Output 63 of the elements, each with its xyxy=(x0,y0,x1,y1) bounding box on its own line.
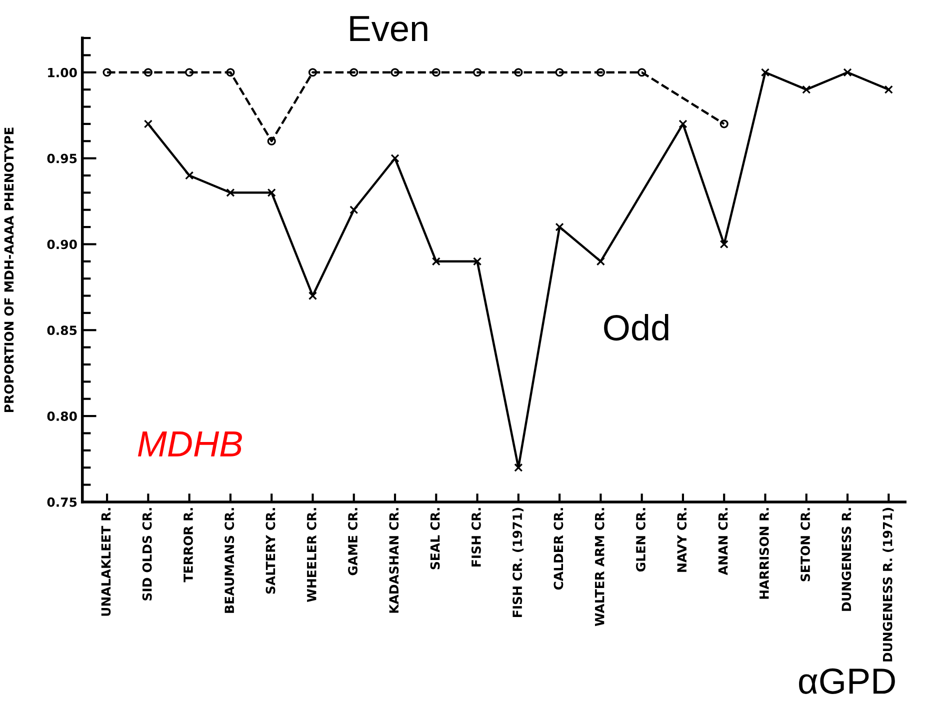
x-tick-label: SETON CR. xyxy=(800,508,810,582)
point xyxy=(555,68,564,77)
y-tick-label: 1.00 xyxy=(48,68,77,78)
x-tick-label: UNALAKLEET R. xyxy=(101,508,111,616)
x-tick-label: TERROR R. xyxy=(183,508,193,582)
point xyxy=(185,171,194,180)
y-tick-label: 0.80 xyxy=(47,412,77,421)
point xyxy=(678,120,688,128)
point xyxy=(308,291,318,300)
x-tick-label: SID OLDS CR. xyxy=(142,508,152,600)
x-tick-label: SALTERY CR. xyxy=(266,508,276,594)
x-tick-label: HARRISON R. xyxy=(759,508,769,599)
x-tick-label: ANAN CR. xyxy=(718,508,728,576)
y-axis-title: PROPORTION OF MDH-AAAA PHENOTYPE xyxy=(4,128,14,412)
point xyxy=(555,222,564,232)
x-tick-label: BEAUMANS CR. xyxy=(224,508,234,613)
y-tick-label: 0.90 xyxy=(47,240,77,250)
point xyxy=(432,257,440,266)
x-tick-label: GLEN CR. xyxy=(636,508,646,572)
point xyxy=(102,68,112,77)
point xyxy=(720,120,728,128)
point xyxy=(226,68,235,77)
x-tick-label: SEAL CR. xyxy=(430,508,440,570)
point xyxy=(514,68,523,77)
point xyxy=(144,120,152,128)
point xyxy=(226,188,235,197)
point xyxy=(514,463,523,472)
x-tick-label: FISH CR. xyxy=(471,508,481,566)
point xyxy=(390,154,400,163)
x-tick-label: KADASHAN CR. xyxy=(389,508,399,613)
x-tick-label: DUNGENESS R. xyxy=(842,508,852,611)
text: αGPD xyxy=(799,668,895,694)
point xyxy=(350,206,358,214)
point xyxy=(390,68,400,77)
point xyxy=(472,68,482,77)
x-tick-label: CALDER CR. xyxy=(554,508,564,590)
point xyxy=(802,85,811,94)
point xyxy=(472,257,482,266)
point xyxy=(308,68,318,77)
point xyxy=(596,68,606,77)
series-label: Odd xyxy=(604,314,668,341)
point xyxy=(267,136,276,146)
point xyxy=(185,68,194,77)
point xyxy=(267,188,276,197)
y-tick-label: 0.95 xyxy=(47,154,77,164)
point xyxy=(350,68,358,77)
point xyxy=(843,68,852,77)
annotation: MDHB xyxy=(138,432,242,456)
point xyxy=(638,68,646,77)
x-tick-label: FISH CR. (1971) xyxy=(512,508,524,618)
x-tick-label: NAVY CR. xyxy=(677,508,687,572)
point xyxy=(884,85,893,94)
point xyxy=(760,68,770,77)
point xyxy=(432,68,440,77)
x-tick-label: WALTER ARM CR. xyxy=(594,508,604,626)
x-tick-label: GAME CR. xyxy=(348,508,358,576)
point xyxy=(144,68,152,77)
x-tick-label: DUNGENESS R. (1971) xyxy=(882,508,894,662)
x-tick-label: WHEELER CR. xyxy=(306,508,316,602)
point xyxy=(720,240,728,249)
y-tick-label: 0.85 xyxy=(47,326,77,336)
series-label: Even xyxy=(350,16,428,42)
y-tick-label: 0.75 xyxy=(47,497,77,507)
